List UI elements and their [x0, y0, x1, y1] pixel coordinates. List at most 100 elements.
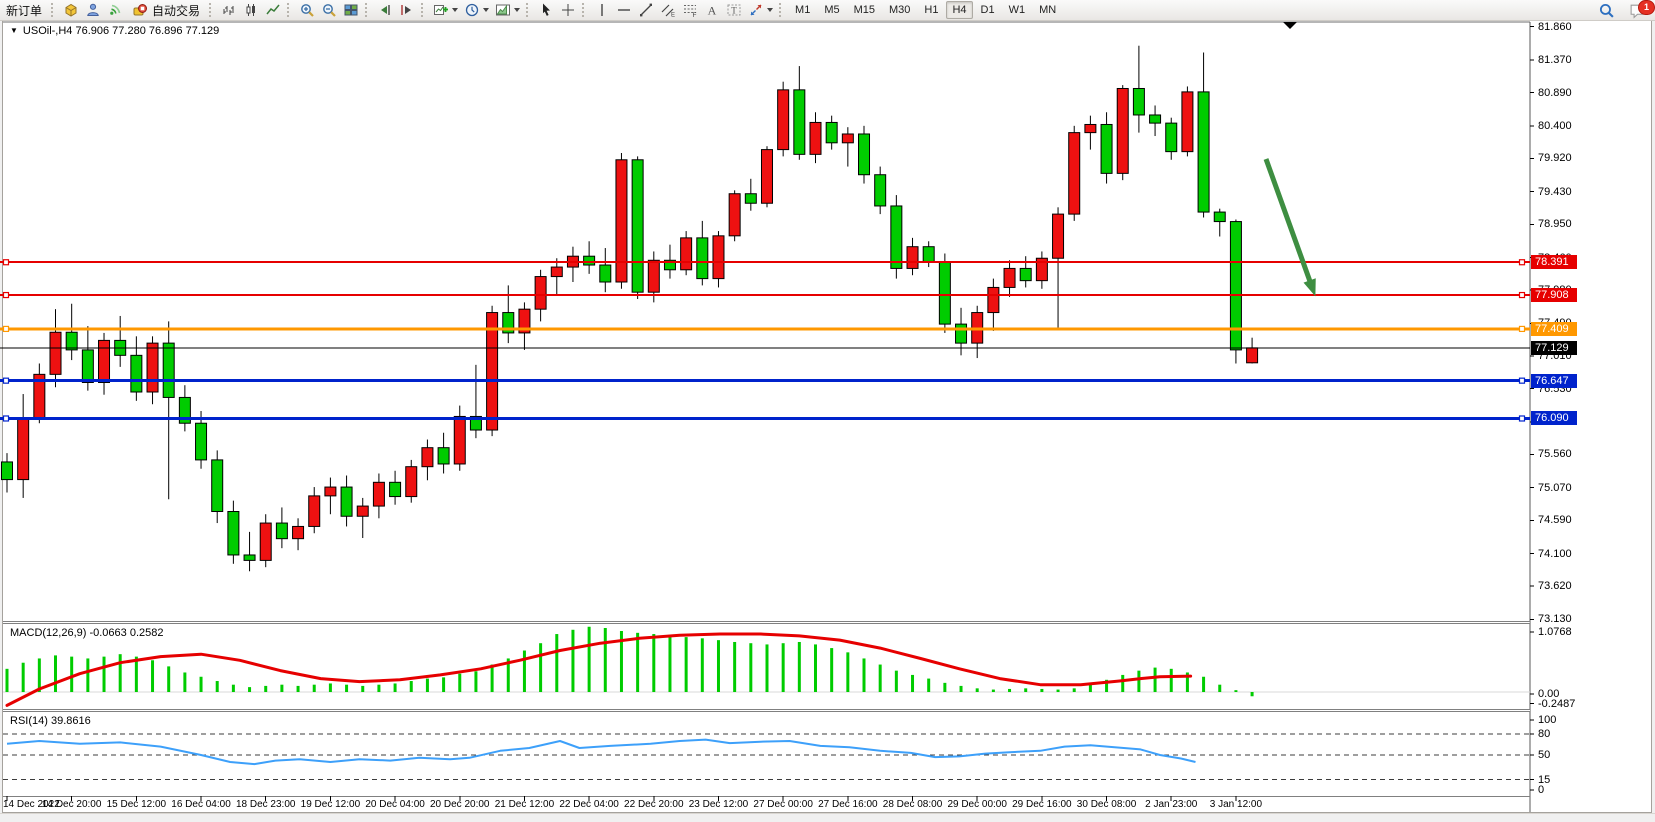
text-label-button[interactable]: T	[723, 1, 745, 19]
price-axis-tick-label: 75.070	[1538, 481, 1572, 494]
horizontal-line-button[interactable]	[613, 1, 635, 19]
bar-chart-button[interactable]	[218, 1, 240, 19]
time-axis-label: 22 Dec 20:00	[624, 799, 684, 810]
time-axis-label: 30 Dec 08:00	[1076, 799, 1137, 810]
periods-button[interactable]	[461, 1, 492, 19]
arrows-icon	[750, 4, 762, 16]
price-axis-tick-label: 79.430	[1538, 185, 1572, 198]
candlestick-chart-icon	[246, 4, 256, 16]
signal-icon	[110, 4, 121, 15]
price-line-badge: 76.647	[1531, 373, 1577, 388]
crosshair-button[interactable]	[557, 1, 579, 19]
fibonacci-icon: F	[684, 5, 697, 18]
chart-shift-icon	[381, 5, 390, 15]
new-order-button[interactable]: 新订单	[0, 1, 48, 19]
new-order-label: 新订单	[6, 3, 43, 18]
time-axis-label: 3 Jan 12:00	[1209, 799, 1263, 810]
price-axis-tick-label: 73.620	[1538, 580, 1572, 593]
tile-windows-icon	[344, 4, 358, 16]
price-line-badge: 78.391	[1531, 255, 1577, 270]
timeframe-button-H4[interactable]: H4	[946, 1, 973, 19]
toolbar-grip	[582, 3, 587, 17]
cursor-button[interactable]	[535, 1, 557, 19]
horizontal-line-icon	[618, 9, 631, 11]
templates-button[interactable]	[492, 1, 523, 19]
rsi-axis-label: 0	[1538, 784, 1545, 796]
time-axis-label: 22 Dec 04:00	[559, 799, 619, 810]
arrows-button[interactable]	[745, 1, 776, 19]
vertical-line-button[interactable]	[591, 1, 613, 19]
auto-scroll-icon	[401, 5, 412, 15]
text-icon: A	[708, 4, 717, 18]
price-line-badge: 77.409	[1531, 321, 1577, 336]
search-button[interactable]	[1595, 1, 1618, 19]
trendline-button[interactable]	[635, 1, 657, 19]
price-axis-tick-label: 78.950	[1538, 218, 1572, 231]
toolbar-grip	[287, 3, 292, 17]
timeframe-button-M15[interactable]: M15	[853, 4, 875, 16]
bar-chart-icon	[223, 6, 234, 15]
current-price-badge: 77.129	[1531, 340, 1577, 355]
price-axis-tick-label: 74.590	[1538, 514, 1572, 527]
vertical-line-icon	[601, 4, 603, 16]
price-axis-tick-label: 81.370	[1538, 53, 1572, 66]
toolbar-grip	[209, 3, 214, 17]
price-axis-tick-label: 75.560	[1538, 448, 1572, 461]
community-button[interactable]	[82, 1, 104, 19]
autotrading-button[interactable]: 自动交易	[126, 1, 206, 19]
time-axis-label: 28 Dec 08:00	[882, 799, 943, 810]
text-button[interactable]: A	[701, 1, 723, 19]
timeframe-button-M5[interactable]: M5	[824, 4, 840, 16]
svg-text:A: A	[708, 4, 717, 18]
candlestick-chart-button[interactable]	[240, 1, 262, 19]
template-icon	[496, 4, 511, 16]
zoom-out-button[interactable]	[318, 1, 340, 19]
line-chart-button[interactable]	[262, 1, 284, 19]
time-axis-label: 20 Dec 04:00	[365, 799, 425, 810]
time-axis-label: 14 Dec 20:00	[41, 799, 102, 810]
chart-shift-button[interactable]	[374, 1, 396, 19]
timeframe-button-D1[interactable]: D1	[980, 4, 995, 16]
time-axis-label: 19 Dec 12:00	[300, 799, 361, 810]
search-icon	[1599, 3, 1614, 18]
auto-scroll-button[interactable]	[396, 1, 418, 19]
macd-axis-label: 0.00	[1538, 688, 1560, 700]
timeframe-button-H1[interactable]: H1	[924, 4, 939, 16]
chart-menu-caret-icon[interactable]: ▼	[10, 26, 18, 35]
toolbar: 新订单 自动交易	[0, 0, 1655, 21]
profiles-button[interactable]	[60, 1, 82, 19]
zoom-in-button[interactable]	[296, 1, 318, 19]
time-axis-label: 29 Dec 00:00	[947, 799, 1007, 810]
svg-text:F: F	[693, 12, 697, 18]
notifications-button[interactable]: 1	[1626, 0, 1655, 19]
person-icon	[87, 3, 99, 16]
tile-windows-button[interactable]	[340, 1, 362, 19]
clock-icon	[465, 3, 479, 17]
timeframe-button-W1[interactable]: W1	[1008, 4, 1026, 16]
chart-title-text: USOil-,H4 76.906 77.280 76.896 77.129	[22, 25, 220, 37]
price-line-badge: 76.090	[1531, 411, 1577, 426]
chevron-down-icon	[452, 8, 459, 12]
time-axis-label: 14 Dec 2022	[3, 799, 60, 810]
new-chart-button[interactable]	[430, 1, 461, 19]
macd-indicator-label: MACD(12,26,9) -0.0663 0.2582	[10, 627, 164, 639]
crosshair-icon	[562, 4, 575, 16]
equidistant-channel-button[interactable]: E	[657, 1, 679, 19]
time-axis-label: 21 Dec 12:00	[494, 799, 555, 810]
time-axis-label: 23 Dec 12:00	[688, 799, 749, 810]
text-label-icon: T	[727, 4, 741, 16]
fibonacci-button[interactable]: F	[679, 1, 701, 19]
timeframe-button-M30[interactable]: M30	[889, 4, 911, 16]
rsi-axis-label: 15	[1538, 773, 1551, 786]
timeframe-bar: M1 M5 M15 M30 H1 H4 D1 W1 MN	[788, 1, 1063, 19]
equidistant-channel-icon: E	[661, 4, 675, 18]
toolbar-grip	[51, 3, 56, 17]
signals-button[interactable]	[104, 1, 126, 19]
price-axis-tick-label: 79.920	[1538, 152, 1572, 165]
timeframe-button-M1[interactable]: M1	[795, 4, 811, 16]
zoom-in-icon	[301, 4, 314, 17]
status-strip	[0, 813, 1655, 822]
macd-axis-label: -0.2487	[1538, 697, 1576, 710]
timeframe-button-MN[interactable]: MN	[1039, 4, 1057, 16]
